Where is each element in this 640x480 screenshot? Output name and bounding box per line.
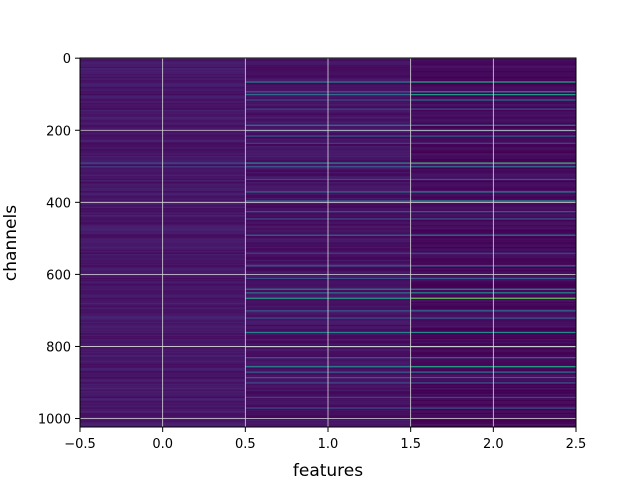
y-tick-label: 1000 [38, 413, 71, 428]
x-axis-label: features [293, 461, 363, 480]
x-tick-label: 1.5 [400, 437, 421, 452]
y-axis-label: channels [1, 205, 21, 281]
y-tick-label: 600 [46, 268, 71, 283]
x-tick-label: 2.0 [483, 437, 504, 452]
x-tick-label: 1.0 [318, 437, 339, 452]
y-axis-ticks: 0 200 400 600 800 1000 [38, 52, 80, 428]
x-tick-label: 0.5 [235, 437, 256, 452]
y-tick-label: 200 [46, 124, 71, 139]
y-tick-label: 400 [46, 196, 71, 211]
x-tick-label: 2.5 [566, 437, 587, 452]
y-tick-label: 800 [46, 340, 71, 355]
y-tick-label: 0 [63, 52, 71, 67]
x-tick-label: 0.0 [152, 437, 173, 452]
x-axis-ticks: −0.5 0.0 0.5 1.0 1.5 2.0 2.5 [64, 427, 586, 452]
x-tick-label: −0.5 [64, 437, 96, 452]
